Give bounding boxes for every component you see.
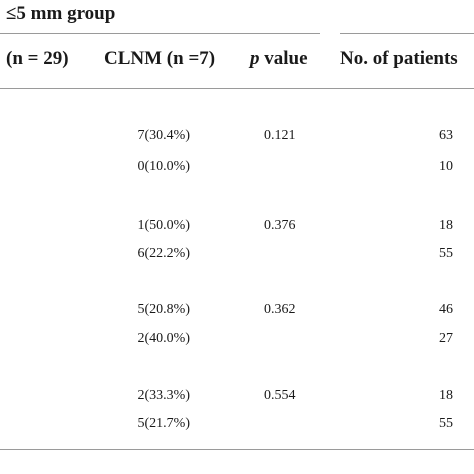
bottom-rule	[0, 449, 474, 450]
patients-cell: 27	[439, 331, 453, 346]
top-rule-right	[340, 33, 474, 34]
clnm-cell: 7(30.4%)	[137, 128, 191, 143]
p-value-cell: 0.362	[264, 302, 296, 317]
header-patients: No. of patients	[340, 48, 458, 69]
patients-cell: 46	[439, 302, 453, 317]
patients-cell: 18	[439, 388, 453, 403]
patients-cell: 55	[439, 246, 453, 261]
clnm-cell: 5(20.8%)	[137, 302, 191, 317]
header-n: (n = 29)	[6, 48, 69, 69]
clnm-cell: 0(10.0%)	[137, 159, 191, 174]
header-clnm: CLNM (n =7)	[104, 48, 216, 69]
clnm-cell: 2(40.0%)	[137, 331, 191, 346]
header-p-value: p value	[250, 48, 308, 70]
header-p-rest: value	[259, 48, 308, 69]
patients-cell: 55	[439, 416, 453, 431]
p-value-cell: 0.376	[264, 218, 296, 233]
top-rule-left	[0, 33, 320, 34]
group-title: ≤5 mm group	[6, 3, 116, 24]
header-rule	[0, 88, 474, 89]
patients-cell: 10	[439, 159, 453, 174]
clnm-cell: 6(22.2%)	[137, 246, 191, 261]
clnm-cell: 2(33.3%)	[137, 388, 191, 403]
clnm-cell: 5(21.7%)	[137, 416, 191, 431]
clnm-cell: 1(50.0%)	[137, 218, 191, 233]
patients-cell: 63	[439, 128, 453, 143]
p-value-cell: 0.554	[264, 388, 296, 403]
header-p-italic: p	[250, 48, 260, 69]
patients-cell: 18	[439, 218, 453, 233]
p-value-cell: 0.121	[264, 128, 296, 143]
